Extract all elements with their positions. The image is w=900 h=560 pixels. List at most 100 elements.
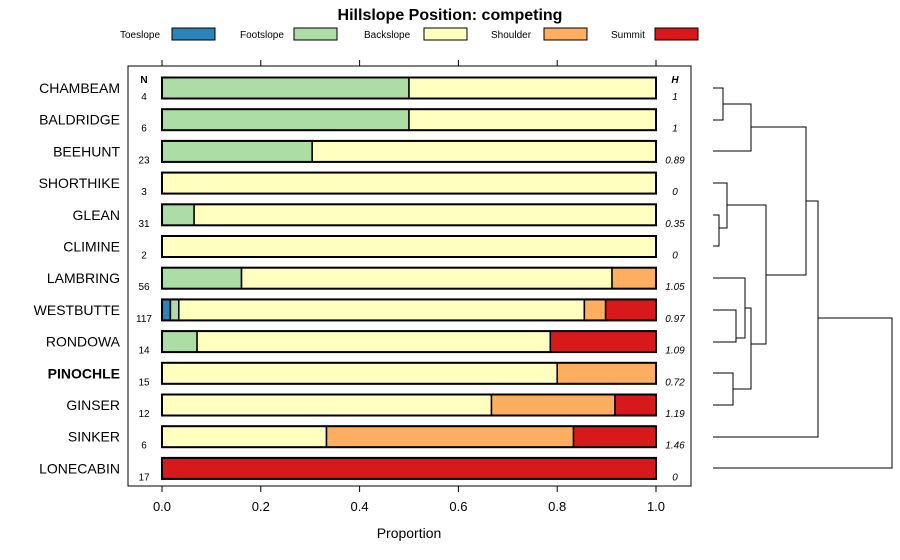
row-h-value: 0 bbox=[672, 251, 678, 262]
legend-label: Shoulder bbox=[491, 30, 532, 41]
dendrogram bbox=[713, 87, 893, 469]
row-n-value: 3 bbox=[141, 187, 147, 198]
legend-label: Footslope bbox=[240, 30, 284, 41]
row-n-value: 6 bbox=[141, 124, 147, 135]
x-axis-title: Proportion bbox=[377, 525, 442, 541]
bar-outline bbox=[161, 393, 657, 417]
x-tick-label: 1.0 bbox=[647, 499, 665, 514]
bar-outline bbox=[161, 76, 657, 100]
bar-segment bbox=[161, 203, 195, 227]
bar-segment bbox=[408, 76, 657, 100]
legend-label: Toeslope bbox=[120, 30, 160, 41]
bar-segment bbox=[161, 171, 657, 195]
row-n-value: 56 bbox=[138, 282, 150, 293]
row-h-value: 0.89 bbox=[665, 155, 685, 166]
x-tick-label: 0.6 bbox=[449, 499, 467, 514]
chart-row: CLIMINE 2 0 bbox=[63, 235, 678, 262]
legend: Toeslope Footslope Backslope Shoulder Summit bbox=[120, 27, 699, 41]
dendrogram-link bbox=[727, 204, 767, 345]
bar-segment bbox=[161, 298, 172, 322]
bar-outline bbox=[161, 235, 657, 258]
x-tick-label: 0.4 bbox=[351, 499, 369, 514]
row-n-value: 12 bbox=[138, 409, 150, 420]
bar-segment bbox=[556, 362, 657, 385]
x-axis: 0.0 0.2 0.4 0.6 0.8 1.0 bbox=[153, 486, 665, 514]
bar-segment bbox=[196, 330, 552, 353]
row-h-value: 1.46 bbox=[665, 441, 685, 452]
row-h-value: 0.97 bbox=[665, 314, 685, 325]
dendrogram-link bbox=[713, 103, 752, 152]
dendrogram-link bbox=[713, 182, 728, 229]
row-h-value: 0.35 bbox=[665, 219, 685, 230]
bar-segment bbox=[193, 203, 657, 227]
bar-segment bbox=[161, 393, 493, 417]
legend-swatch bbox=[654, 27, 699, 41]
chart-row: CHAMBEAM 4 1 bbox=[39, 76, 678, 103]
bar-outline bbox=[161, 361, 657, 385]
dendrogram-link bbox=[713, 277, 746, 339]
row-label: SHORTHIKE bbox=[39, 175, 120, 191]
bar-segment bbox=[611, 266, 657, 290]
row-n-value: 4 bbox=[141, 92, 147, 103]
chart-row: RONDOWA 14 1.09 bbox=[46, 330, 685, 357]
bar-segment bbox=[161, 76, 410, 100]
x-tick-label: 0.2 bbox=[252, 499, 270, 514]
legend-label: Summit bbox=[611, 30, 645, 41]
bar-outline bbox=[161, 425, 657, 449]
row-label: CHAMBEAM bbox=[39, 80, 120, 96]
legend-label: Backslope bbox=[364, 30, 411, 41]
row-label: RONDOWA bbox=[46, 334, 121, 350]
chart-row: BEEHUNT 23 0.89 bbox=[53, 139, 685, 166]
bar-segment bbox=[161, 140, 313, 163]
dendrogram-link bbox=[713, 87, 724, 121]
row-h-value: 0 bbox=[672, 472, 678, 483]
bar-segment bbox=[240, 266, 613, 290]
row-n-value: 17 bbox=[138, 472, 150, 483]
h-header: H bbox=[671, 75, 679, 86]
row-label: GLEAN bbox=[73, 207, 120, 223]
bar-segment bbox=[161, 425, 328, 448]
row-n-value: 15 bbox=[138, 377, 150, 388]
row-h-value: 0 bbox=[672, 187, 678, 198]
row-h-value: 1.09 bbox=[665, 346, 685, 357]
bar-segment bbox=[161, 457, 657, 480]
bar-segment bbox=[161, 108, 410, 131]
row-label: SINKER bbox=[68, 429, 120, 445]
chart-row: BALDRIDGE 6 1 bbox=[39, 108, 678, 135]
row-label: CLIMINE bbox=[63, 239, 120, 255]
row-h-value: 1.05 bbox=[665, 282, 685, 293]
bar-outline bbox=[161, 139, 657, 163]
x-tick-label: 0.8 bbox=[548, 499, 566, 514]
bar-outline bbox=[161, 171, 657, 195]
chart-row: PINOCHLE 15 0.72 bbox=[48, 361, 685, 388]
plot-panel bbox=[127, 65, 692, 487]
chart-row: SINKER 6 1.46 bbox=[68, 425, 685, 452]
bar-segment bbox=[311, 140, 657, 163]
bar-outline bbox=[161, 203, 657, 227]
bar-segment bbox=[604, 298, 657, 322]
chart-row: SHORTHIKE 3 0 bbox=[39, 171, 678, 198]
bar-segment bbox=[572, 425, 657, 448]
row-h-value: 1 bbox=[672, 92, 678, 103]
bar-segment bbox=[161, 266, 243, 290]
row-h-value: 1 bbox=[672, 124, 678, 135]
row-n-value: 6 bbox=[141, 441, 147, 452]
bar-segment bbox=[490, 393, 616, 417]
dendrogram-link bbox=[713, 317, 893, 469]
bar-outline bbox=[161, 298, 657, 322]
chart-row: LONECABIN 17 0 bbox=[39, 456, 678, 483]
x-tick-label: 0.0 bbox=[153, 499, 171, 514]
bar-segment bbox=[161, 330, 198, 353]
dendrogram-link bbox=[751, 126, 807, 276]
legend-swatch bbox=[543, 27, 588, 41]
chart-row: GINSER 12 1.19 bbox=[66, 393, 685, 420]
bar-segment bbox=[169, 298, 180, 322]
row-h-value: 0.72 bbox=[665, 377, 685, 388]
dendrogram-link bbox=[733, 307, 752, 390]
row-label: PINOCHLE bbox=[48, 365, 120, 381]
bar-outline bbox=[161, 266, 657, 290]
top-axis-ticks bbox=[161, 60, 657, 66]
bar-outline bbox=[161, 108, 657, 132]
